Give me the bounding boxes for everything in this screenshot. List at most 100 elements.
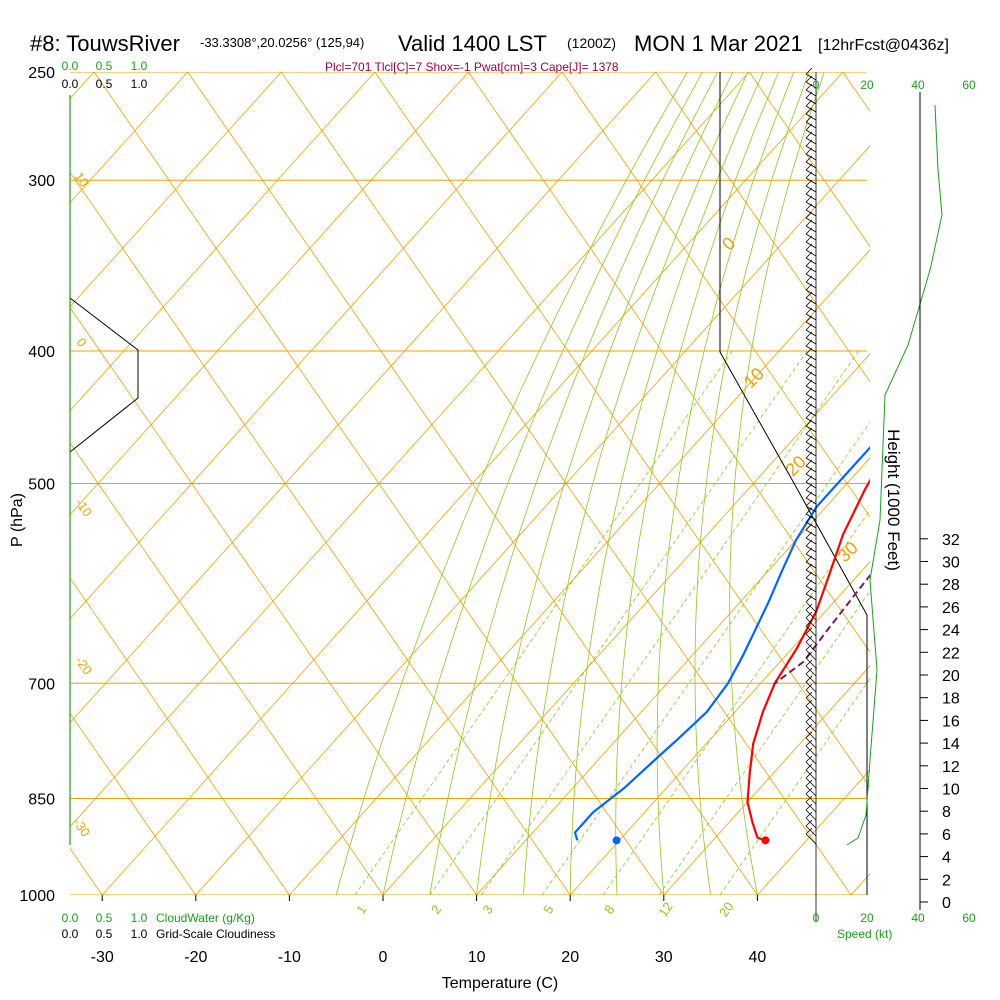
wind-barb-flag (805, 395, 813, 403)
wind-barb-flag (805, 379, 813, 387)
moist-adiabat (523, 72, 749, 895)
wind-barb-flag (805, 443, 813, 451)
wind-barb-flag (805, 363, 813, 371)
wind-barb-flag (805, 691, 813, 699)
wind-barb-flag (805, 155, 813, 163)
wind-barb (805, 617, 817, 629)
wind-barb-flag (805, 139, 813, 147)
isotherm-line (569, 561, 870, 895)
wind-barb-flag (805, 467, 813, 475)
wind-barb-flag (805, 451, 813, 459)
wind-barb-flag (805, 507, 813, 515)
speed-tick-bottom: 40 (911, 911, 925, 925)
wind-barb (805, 817, 817, 829)
wind-barb (805, 673, 817, 685)
mixing-ratio-line (354, 350, 733, 895)
x-tick-label: 30 (655, 949, 673, 966)
height-tick-label: 26 (942, 600, 960, 617)
wind-barb-flag (805, 371, 813, 379)
moist-adiabat (656, 72, 795, 895)
wind-barb-flag (805, 635, 813, 643)
height-tick-label: 4 (942, 850, 951, 867)
wind-barb-flag (805, 323, 813, 331)
cloudiness-tick-bottom: 0.0 (62, 927, 79, 941)
cloudiness-profile (69, 297, 139, 453)
wind-barb-flag (805, 163, 813, 171)
mixing-ratio-label: 8 (601, 902, 617, 917)
wind-barb-flag (805, 251, 813, 259)
mixing-ratio-label: 2 (428, 902, 444, 917)
cloudwater-tick-bottom: 1.0 (131, 911, 148, 925)
pressure-tick-label: 500 (28, 477, 55, 494)
wind-barb (805, 753, 817, 765)
isotherm-label: -30 (70, 815, 93, 839)
wind-barb-flag (805, 411, 813, 419)
pressure-tick-label: 850 (28, 792, 55, 809)
speed-label: Speed (kt) (837, 927, 892, 941)
mixing-ratio-label: 1 (353, 902, 369, 917)
height-tick-label: 2 (942, 872, 951, 889)
wind-barb-flag (805, 99, 813, 107)
wind-barb-flag (805, 347, 813, 355)
wind-barb (805, 809, 817, 821)
height-tick-label: 32 (942, 532, 960, 549)
dry-adiabat (0, 72, 9, 895)
speed-tick-top: 0 (813, 78, 820, 92)
wind-barb-flag (805, 819, 813, 827)
mixing-ratio-line (541, 421, 870, 895)
moist-adiabat (729, 72, 825, 895)
wind-barb-flag (805, 299, 813, 307)
height-tick-label: 16 (942, 713, 960, 730)
wind-barb-flag (805, 539, 813, 547)
wind-barb-flag (805, 195, 813, 203)
wind-barb-flag (805, 147, 813, 155)
wind-barb-flag (805, 339, 813, 347)
wind-barb (805, 769, 817, 781)
mixing-ratio-label: 12 (655, 899, 676, 919)
wind-barb (805, 665, 817, 677)
wind-barb-flag (805, 755, 813, 763)
cloudwater-label: CloudWater (g/Kg) (156, 911, 255, 925)
wind-barb-flag (805, 259, 813, 267)
pressure-tick-label: 1000 (19, 888, 55, 905)
wind-barb (805, 729, 817, 741)
temperature-2m-point (761, 836, 770, 845)
moist-adiabat (476, 72, 734, 895)
cloudiness-tick-top: 0.5 (96, 77, 113, 91)
wind-barb-flag (805, 275, 813, 283)
height-tick-label: 24 (942, 623, 960, 640)
speed-tick-bottom: 60 (962, 911, 976, 925)
wind-barb (805, 825, 817, 837)
wind-barb (805, 681, 817, 693)
y-axis-title: P (hPa) (9, 493, 26, 547)
wind-barb-flag (805, 563, 813, 571)
moist-adiabat (569, 72, 764, 895)
wind-barb-flag (805, 483, 813, 491)
wind-barb (805, 601, 817, 613)
wind-barb-flag (805, 459, 813, 467)
cloudiness-label: Grid-Scale Cloudiness (156, 927, 275, 941)
valid-date: MON 1 Mar 2021 (634, 31, 803, 56)
wind-barb-flag (805, 531, 813, 539)
wind-barb-flag (805, 779, 813, 787)
isotherm-label: 10 (71, 169, 92, 189)
wind-barb (805, 641, 817, 653)
forecast-label: [12hrFcst@0436z] (818, 37, 949, 54)
wind-barb-flag (805, 387, 813, 395)
cloudwater-tick-top: 0.0 (62, 59, 79, 73)
dry-adiabat (70, 577, 290, 895)
station-coords: -33.3308°,20.0256° (125,94) (200, 35, 364, 50)
wind-barb-flag (805, 307, 813, 315)
boundary-outline (719, 72, 868, 895)
wind-barb-flag (805, 187, 813, 195)
wind-barb-flag (805, 227, 813, 235)
moist-adiabat (335, 72, 688, 895)
wind-barb-flag (805, 763, 813, 771)
wind-barb (805, 705, 817, 717)
wind-barb-flag (805, 67, 813, 75)
height-tick-label: 22 (942, 645, 960, 662)
wind-barb-flag (805, 107, 813, 115)
wind-barb-flag (805, 91, 813, 99)
wind-barb-flag (805, 795, 813, 803)
